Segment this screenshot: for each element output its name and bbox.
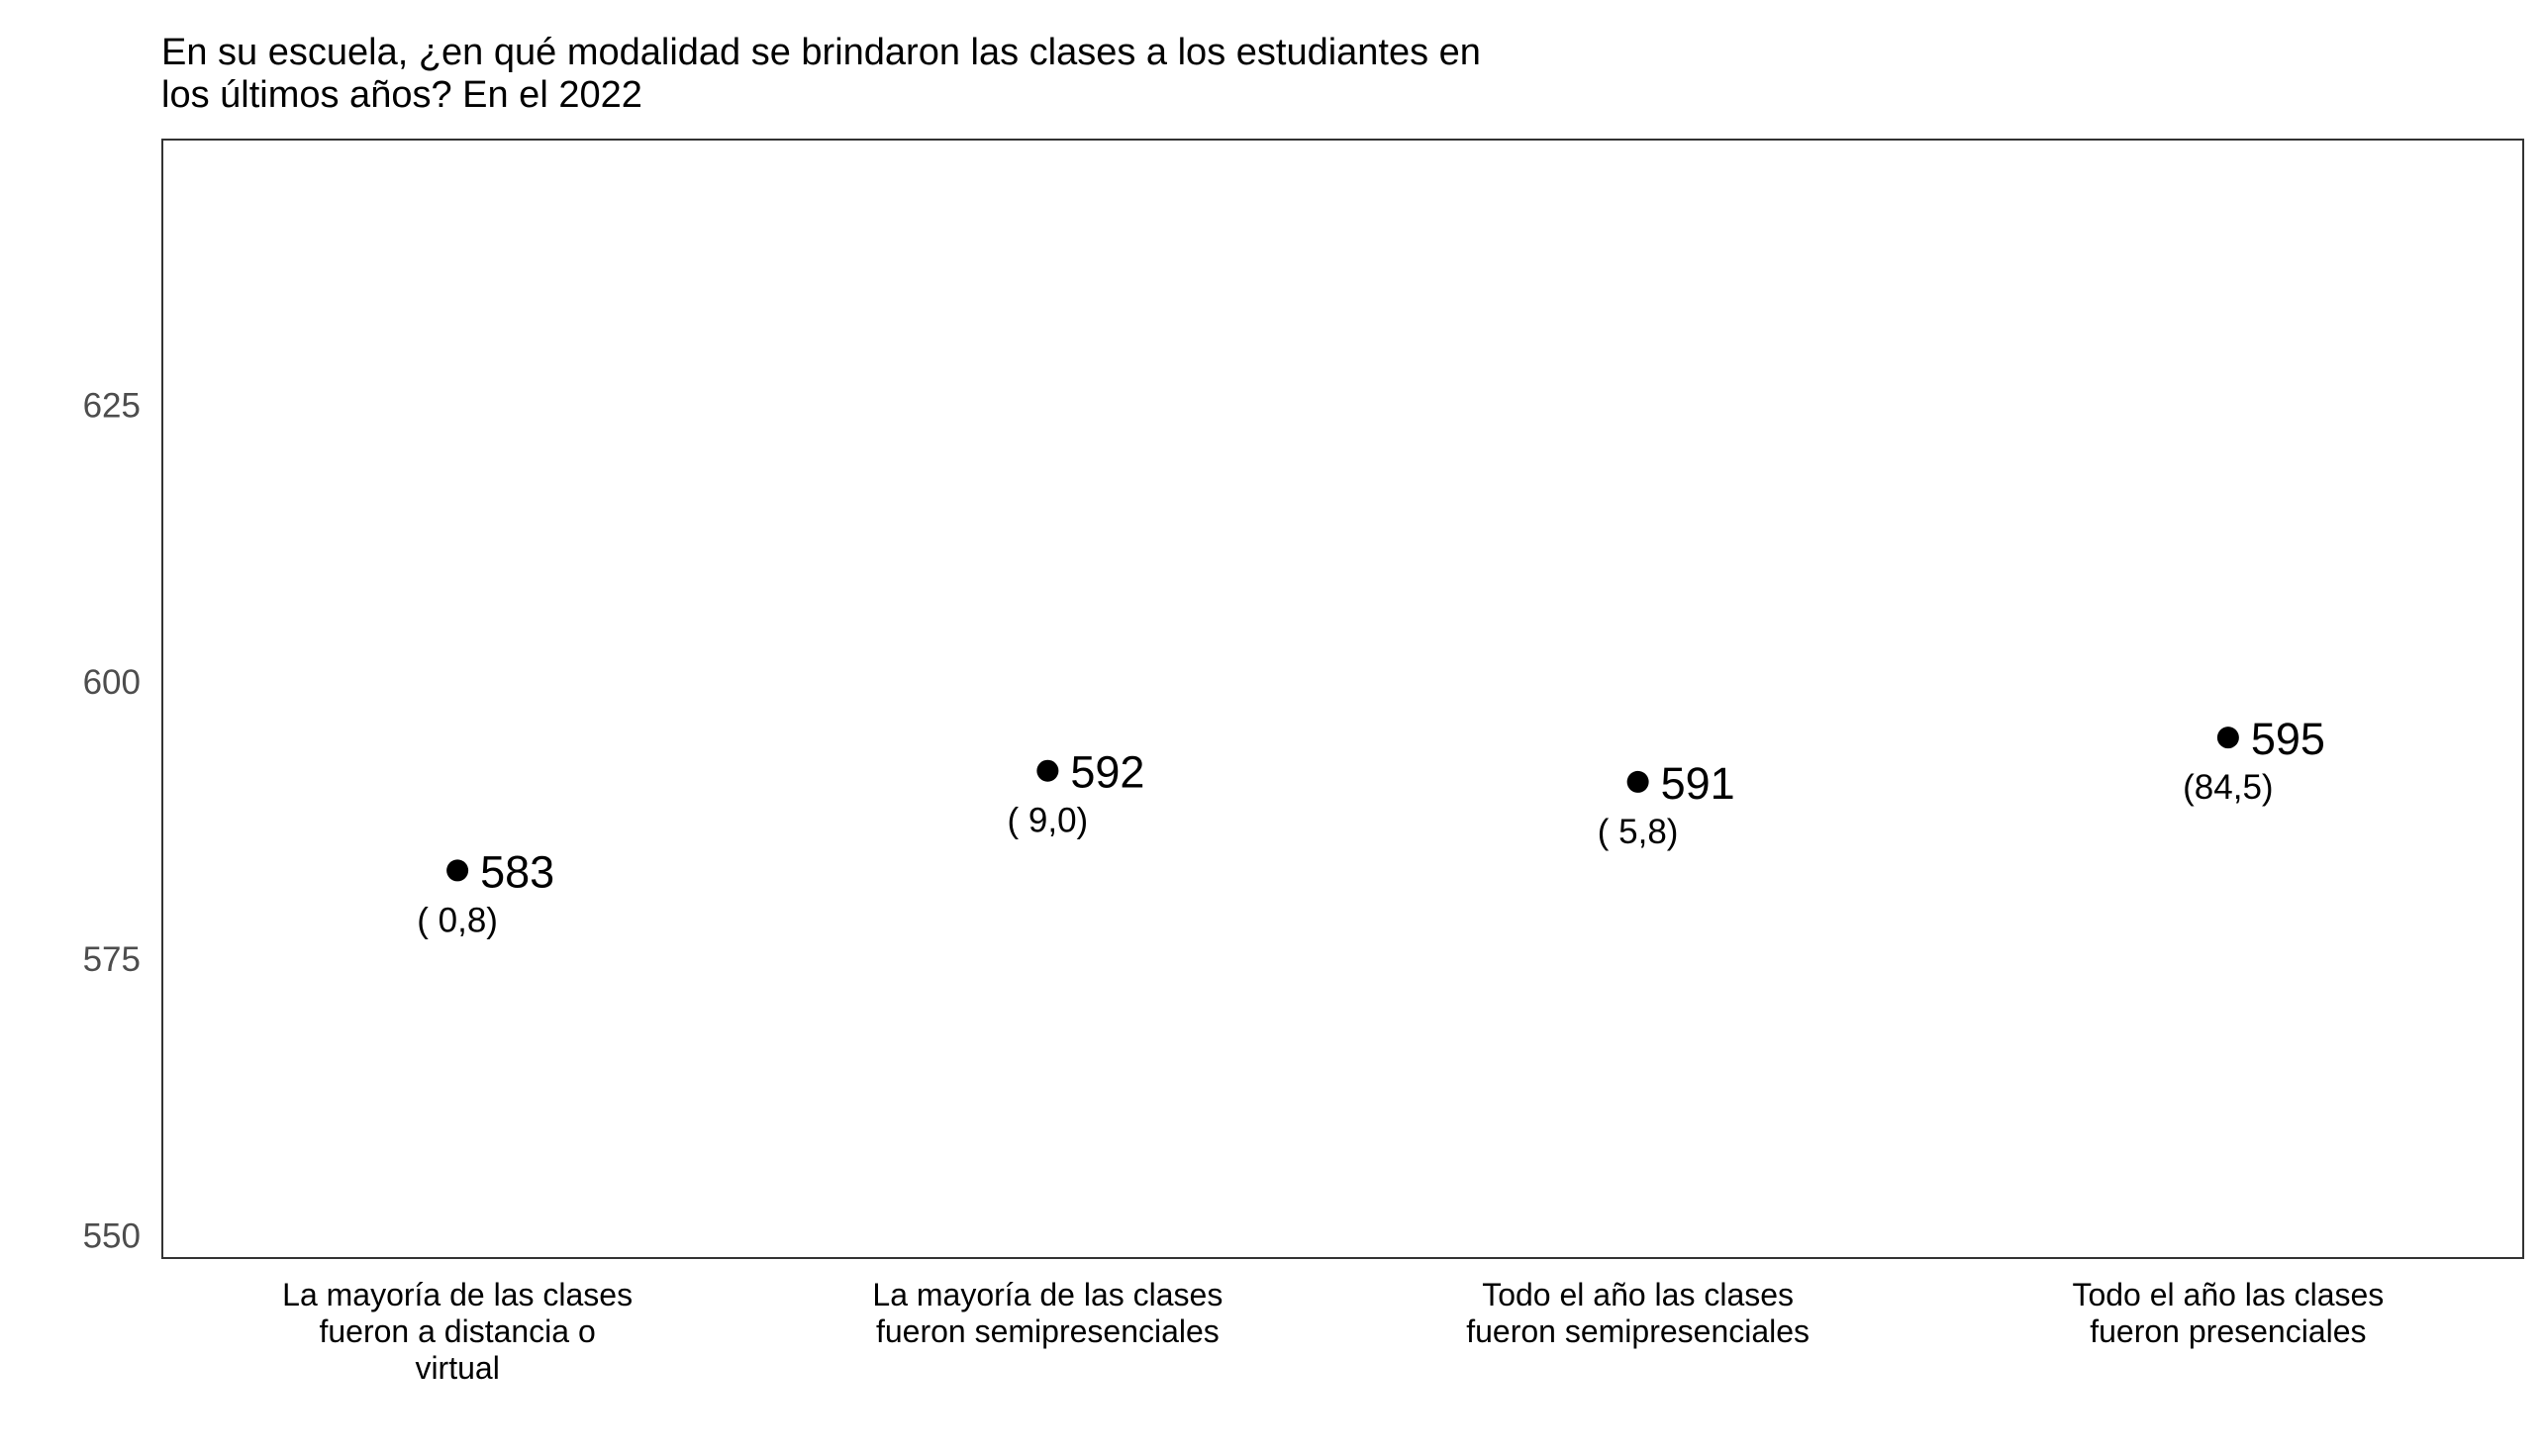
- data-point: [1036, 759, 1059, 782]
- chart-title-line-1: En su escuela, ¿en qué modalidad se brin…: [161, 32, 1481, 73]
- x-tick-label-line: Todo el año las clases: [1482, 1277, 1794, 1312]
- x-tick-label: La mayoría de las clases fueron a distanc…: [282, 1277, 633, 1386]
- value-label: 592: [1070, 747, 1144, 798]
- percent-label: ( 0,8): [417, 901, 498, 939]
- x-tick-label-line: Todo el año las clases: [2072, 1277, 2384, 1312]
- chart-title-line-2: los últimos años? En el 2022: [161, 74, 642, 116]
- x-tick-label-line: fueron semipresenciales: [876, 1313, 1220, 1349]
- data-point: [2216, 727, 2239, 749]
- y-tick-label: 550: [83, 1217, 141, 1256]
- data-point: [446, 859, 469, 882]
- data-labels: 583 ( 0,8) 592 ( 9,0) 591 ( 5,8) 595 (84,5): [417, 714, 2325, 939]
- data-points: [446, 727, 2239, 882]
- y-axis: 550 575 600 625: [83, 387, 141, 1256]
- x-tick-label-line: fueron a distancia o: [319, 1313, 595, 1349]
- value-label: 583: [480, 846, 554, 897]
- plot-panel-border: [161, 139, 2524, 1259]
- percent-label: (84,5): [2183, 768, 2273, 807]
- chart-title: En su escuela, ¿en qué modalidad se brin…: [161, 32, 1481, 116]
- value-label: 595: [2251, 714, 2325, 764]
- percent-label: ( 5,8): [1598, 813, 1679, 851]
- percent-label: ( 9,0): [1008, 802, 1089, 840]
- value-label: 591: [1661, 758, 1735, 809]
- x-tick-label-line: La mayoría de las clases: [872, 1277, 1223, 1312]
- data-point: [1626, 770, 1649, 793]
- x-tick-label-line: fueron semipresenciales: [1466, 1313, 1810, 1349]
- y-tick-label: 600: [83, 663, 141, 702]
- x-tick-label: La mayoría de las clases fueron semiprese…: [872, 1277, 1223, 1349]
- x-tick-label: Todo el año las clases fueron semipresenc…: [1466, 1277, 1810, 1349]
- x-axis: La mayoría de las clases fueron a distanc…: [282, 1277, 2384, 1386]
- x-tick-label-line: fueron presenciales: [2090, 1313, 2366, 1349]
- y-tick-label: 625: [83, 387, 141, 426]
- x-tick-label: Todo el año las clases fueron presenciale…: [2072, 1277, 2384, 1349]
- y-tick-label: 575: [83, 940, 141, 979]
- x-tick-label-line: virtual: [415, 1350, 499, 1386]
- x-tick-label-line: La mayoría de las clases: [282, 1277, 633, 1312]
